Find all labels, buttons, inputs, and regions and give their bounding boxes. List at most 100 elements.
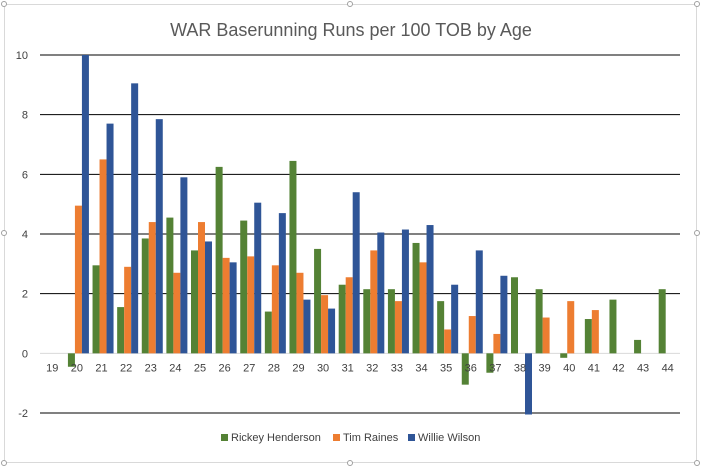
bar-rickey-henderson [609, 299, 617, 354]
bar-tim-raines [370, 250, 378, 354]
resize-handle-left[interactable] [1, 230, 7, 236]
x-tick-label: 41 [588, 362, 600, 374]
x-tick-label: 25 [194, 362, 206, 374]
bar-willie-wilson [254, 202, 262, 354]
x-tick-label: 19 [46, 362, 58, 374]
bar-rickey-henderson [412, 242, 420, 354]
bar-rickey-henderson [535, 289, 543, 354]
bar-tim-raines [222, 257, 230, 354]
bar-tim-raines [247, 256, 255, 354]
x-tick-label: 43 [637, 362, 649, 374]
legend-label: Rickey Henderson [231, 432, 321, 444]
x-tick-label: 35 [440, 362, 452, 374]
bar-rickey-henderson [240, 220, 248, 354]
resize-handle-top-left[interactable] [1, 1, 7, 7]
legend-label: Tim Raines [343, 432, 399, 444]
bar-willie-wilson [155, 119, 163, 354]
bar-tim-raines [493, 333, 501, 354]
bar-willie-wilson [205, 241, 212, 354]
bar-willie-wilson [451, 284, 459, 354]
bar-willie-wilson [475, 250, 483, 354]
y-tick-label: 2 [22, 289, 28, 301]
bar-rickey-henderson [141, 238, 149, 354]
y-tick-label: 4 [22, 229, 28, 241]
bar-willie-wilson [500, 275, 508, 354]
bar-tim-raines [74, 205, 82, 354]
resize-handle-top[interactable] [347, 1, 353, 7]
resize-handle-bottom-right[interactable] [694, 460, 700, 466]
x-tick-label: 36 [465, 362, 477, 374]
resize-handle-bottom[interactable] [347, 460, 353, 466]
bar-rickey-henderson [511, 277, 518, 354]
bar-willie-wilson [525, 353, 532, 415]
x-tick-label: 26 [218, 362, 230, 374]
x-tick-label: 33 [391, 362, 403, 374]
bar-willie-wilson [328, 308, 336, 354]
bar-rickey-henderson [67, 353, 75, 367]
bar-tim-raines [567, 301, 575, 354]
bar-tim-raines [99, 159, 107, 354]
bar-willie-wilson [377, 232, 385, 354]
bar-rickey-henderson [486, 353, 494, 373]
legend: Rickey Henderson Tim Raines Willie Wilson [221, 432, 480, 444]
resize-handle-right[interactable] [694, 230, 700, 236]
y-tick-label: 6 [22, 169, 28, 181]
bar-rickey-henderson [634, 339, 642, 354]
bar-rickey-henderson [215, 166, 223, 354]
bar-tim-raines [124, 266, 132, 354]
legend-label: Willie Wilson [418, 432, 480, 444]
bar-rickey-henderson [117, 307, 125, 354]
legend-swatch [408, 434, 415, 441]
legend-swatch [221, 434, 228, 441]
bar-tim-raines [345, 277, 353, 354]
bar-tim-raines [296, 272, 304, 354]
x-tick-label: 24 [169, 362, 181, 374]
bar-rickey-henderson [560, 353, 568, 358]
bar-rickey-henderson [387, 289, 395, 354]
x-tick-label: 38 [514, 362, 526, 374]
bar-rickey-henderson [338, 284, 346, 354]
x-tick-label: 22 [120, 362, 132, 374]
x-tick-label: 20 [71, 362, 83, 374]
bar-tim-raines [542, 317, 550, 354]
bar-tim-raines [394, 301, 402, 354]
bar-willie-wilson [180, 177, 188, 354]
bar-willie-wilson [352, 192, 360, 354]
x-tick-label: 31 [342, 362, 354, 374]
chart-title: WAR Baserunning Runs per 100 TOB by Age [170, 20, 532, 40]
x-tick-label: 27 [243, 362, 255, 374]
bar-willie-wilson [106, 123, 114, 354]
bar-tim-raines [198, 222, 205, 354]
bar-willie-wilson [81, 55, 89, 354]
y-tick-label: 10 [16, 50, 28, 62]
bar-willie-wilson [229, 262, 237, 354]
resize-handle-top-right[interactable] [694, 1, 700, 7]
bar-willie-wilson [303, 299, 311, 354]
bar-tim-raines [173, 272, 181, 354]
x-tick-label: 40 [563, 362, 575, 374]
bar-tim-raines [419, 262, 427, 354]
bars [67, 55, 666, 415]
y-tick-label: 8 [22, 110, 28, 122]
bar-rickey-henderson [166, 217, 174, 354]
x-tick-label: 34 [415, 362, 427, 374]
bar-rickey-henderson [461, 353, 469, 385]
x-tick-label: 30 [317, 362, 329, 374]
x-tick-label: 42 [612, 362, 624, 374]
y-tick-label: -2 [18, 408, 28, 420]
x-tick-label: 21 [95, 362, 107, 374]
bar-rickey-henderson [289, 160, 297, 354]
y-axis-ticks: -2 0 2 4 6 8 10 [16, 50, 28, 420]
x-tick-label: 44 [662, 362, 674, 374]
x-tick-label: 29 [292, 362, 304, 374]
bar-willie-wilson [278, 213, 286, 354]
y-tick-label: 0 [22, 348, 28, 360]
x-tick-label: 37 [489, 362, 501, 374]
x-tick-label: 32 [366, 362, 378, 374]
bar-willie-wilson [131, 83, 139, 354]
bar-tim-raines [321, 295, 329, 354]
bar-tim-raines [591, 310, 599, 354]
x-tick-label: 39 [538, 362, 550, 374]
resize-handle-bottom-left[interactable] [1, 460, 7, 466]
